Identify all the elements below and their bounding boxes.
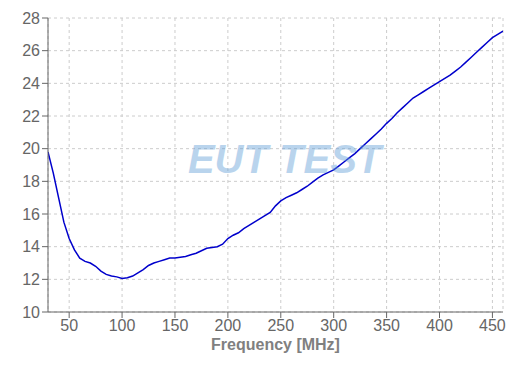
svg-text:150: 150	[162, 317, 189, 334]
svg-text:50: 50	[60, 317, 78, 334]
svg-text:250: 250	[267, 317, 294, 334]
svg-text:20: 20	[22, 140, 40, 157]
svg-text:24: 24	[22, 75, 40, 92]
svg-text:300: 300	[320, 317, 347, 334]
svg-text:200: 200	[215, 317, 242, 334]
svg-text:26: 26	[22, 42, 40, 59]
svg-text:18: 18	[22, 173, 40, 190]
svg-text:400: 400	[426, 317, 453, 334]
svg-text:28: 28	[22, 10, 40, 27]
svg-text:12: 12	[22, 271, 40, 288]
svg-text:10: 10	[22, 304, 40, 321]
svg-text:450: 450	[479, 317, 506, 334]
svg-text:100: 100	[109, 317, 136, 334]
svg-text:22: 22	[22, 108, 40, 125]
svg-text:Frequency [MHz]: Frequency [MHz]	[211, 336, 340, 353]
html-text:EUT TEST: EUT TEST	[187, 136, 382, 181]
svg-text:16: 16	[22, 206, 40, 223]
svg-text:350: 350	[373, 317, 400, 334]
svg-text:14: 14	[22, 238, 40, 255]
